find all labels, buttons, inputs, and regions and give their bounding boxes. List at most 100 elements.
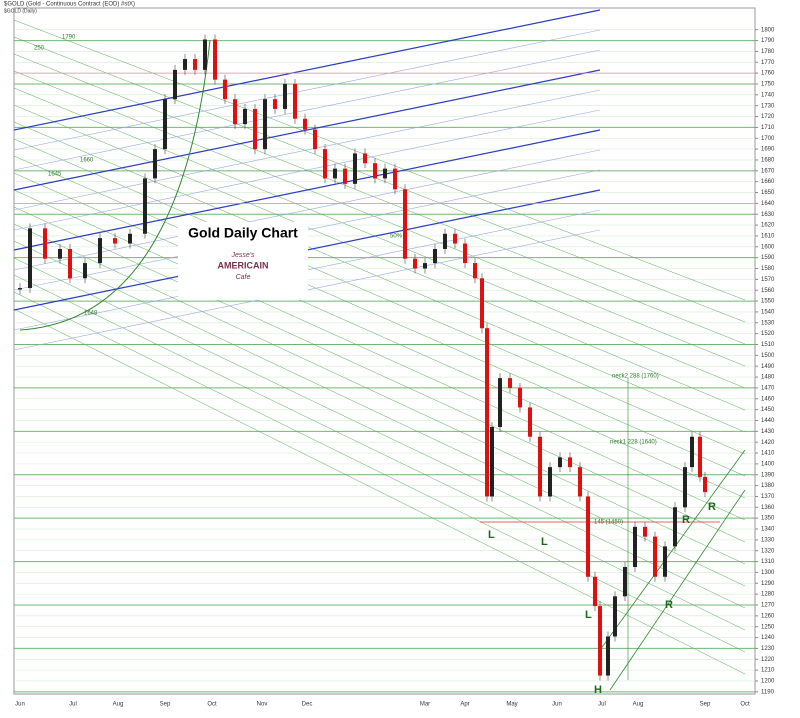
candle (538, 436, 542, 497)
candle (413, 258, 417, 269)
candle (83, 263, 87, 279)
y-tick-label: 1250 (761, 624, 775, 630)
trend-line (13, 121, 746, 433)
candle (653, 536, 657, 577)
candle (393, 168, 397, 190)
annotation: 50% (390, 234, 403, 240)
candle (528, 407, 532, 437)
y-tick-label: 1300 (761, 570, 775, 576)
annotation: 1790 (62, 35, 76, 41)
y-tick-label: 1790 (761, 38, 775, 44)
candle (343, 168, 347, 184)
x-tick-label: Dec (302, 702, 313, 708)
candle (633, 526, 637, 568)
y-tick-label: 1410 (761, 451, 775, 457)
annotation: 145 (1450) (594, 520, 623, 526)
x-tick-label: Aug (113, 702, 124, 708)
candle (703, 476, 707, 493)
y-tick-label: 1220 (761, 657, 775, 663)
y-tick-label: 1370 (761, 494, 775, 500)
candle (558, 457, 562, 468)
y-tick-label: 1720 (761, 114, 775, 120)
y-tick-label: 1210 (761, 668, 775, 674)
chart-title: Gold Daily Chart (188, 225, 298, 241)
candle (698, 436, 702, 477)
y-tick-label: 1730 (761, 103, 775, 109)
candle (363, 153, 367, 164)
candle (508, 378, 512, 388)
candle (223, 79, 227, 100)
candle (623, 567, 627, 597)
annotation: L (488, 529, 495, 541)
candle (183, 59, 187, 70)
trend-line (13, 206, 746, 543)
channel-line (13, 29, 601, 151)
y-tick-label: 1320 (761, 548, 775, 554)
y-tick-label: 1660 (761, 179, 775, 185)
candle (323, 149, 327, 179)
candle (243, 108, 247, 125)
annotation: 250 (34, 46, 45, 52)
y-tick-label: 1530 (761, 320, 775, 326)
y-tick-label: 1280 (761, 592, 775, 598)
y-tick-label: 1590 (761, 255, 775, 261)
trend-line (13, 53, 746, 345)
trend-line (13, 223, 746, 565)
annotation: 1648 (84, 311, 98, 317)
x-tick-label: Jul (598, 702, 606, 708)
trend-line (13, 240, 746, 587)
candle (43, 228, 47, 259)
y-tick-label: 1390 (761, 472, 775, 478)
candle (163, 99, 167, 150)
logo: Jesse's (230, 252, 255, 259)
candle (606, 636, 610, 676)
parabola (19, 39, 211, 331)
y-tick-label: 1600 (761, 244, 775, 250)
candle (58, 248, 62, 259)
candle (643, 526, 647, 537)
y-tick-label: 1420 (761, 440, 775, 446)
candle (263, 99, 267, 150)
y-tick-label: 1760 (761, 71, 775, 77)
trend-line (13, 19, 746, 301)
y-tick-label: 1710 (761, 125, 775, 131)
trend-line (13, 257, 746, 609)
y-tick-label: 1610 (761, 234, 775, 240)
candle (143, 178, 147, 234)
y-tick-label: 1360 (761, 505, 775, 511)
trend-line (13, 87, 746, 389)
y-tick-label: 1400 (761, 461, 775, 467)
x-tick-label: May (506, 702, 517, 708)
candle (128, 233, 132, 244)
y-tick-label: 1780 (761, 49, 775, 55)
candle (373, 163, 377, 179)
y-tick-label: 1450 (761, 407, 775, 413)
y-tick-label: 1630 (761, 212, 775, 218)
y-tick-label: 1770 (761, 60, 775, 66)
candle (673, 507, 677, 547)
y-tick-label: 1310 (761, 559, 775, 565)
trend-line (13, 36, 746, 323)
candle (313, 129, 317, 150)
candle (463, 243, 467, 264)
trend-line (13, 155, 746, 477)
candle (568, 457, 572, 468)
y-tick-label: 1340 (761, 527, 775, 533)
candle (480, 278, 484, 329)
candle (233, 99, 237, 125)
x-tick-label: Jul (69, 702, 77, 708)
candle (383, 168, 387, 179)
y-tick-label: 1540 (761, 310, 775, 316)
candle (490, 426, 494, 497)
candle (113, 238, 117, 244)
candle (173, 69, 177, 100)
candle (433, 248, 437, 264)
candle (153, 149, 157, 179)
candle (98, 238, 102, 264)
y-tick-label: 1460 (761, 396, 775, 402)
trend-line (13, 308, 746, 675)
x-tick-label: Oct (740, 702, 750, 708)
channel-line (13, 149, 601, 271)
y-tick-label: 1560 (761, 288, 775, 294)
